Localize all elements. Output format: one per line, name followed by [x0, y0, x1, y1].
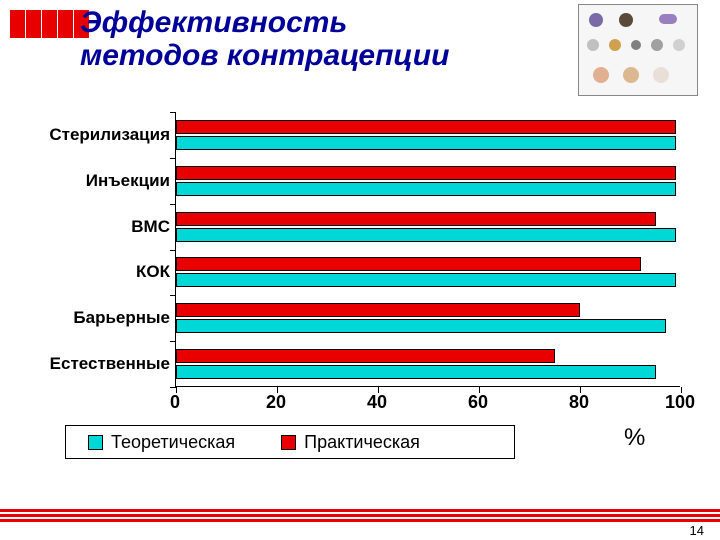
percent-symbol: %: [624, 424, 645, 452]
x-tick-label: 100: [665, 392, 695, 413]
legend: Теоретическая Практическая: [65, 425, 515, 459]
category-label: Стерилизация: [20, 125, 170, 145]
bar: [176, 365, 656, 379]
x-tick-label: 80: [569, 392, 589, 413]
bar: [176, 136, 676, 150]
bar: [176, 319, 666, 333]
category-label: Естественные: [20, 354, 170, 374]
bar: [176, 120, 676, 134]
bar: [176, 257, 641, 271]
bar: [176, 349, 555, 363]
legend-item-theoretical: Теоретическая: [88, 432, 235, 453]
chart: Стерилизация Инъекции ВМС КОК Барьерные Естес…: [20, 112, 700, 467]
page-title: Эффективность методов контрацепции: [80, 6, 449, 72]
x-tick-label: 0: [170, 392, 180, 413]
footer-lines: [0, 507, 720, 522]
bar: [176, 228, 676, 242]
x-tick-label: 20: [266, 392, 286, 413]
x-tick-label: 40: [367, 392, 387, 413]
legend-swatch-practical: [281, 435, 296, 450]
category-label: Барьерные: [20, 308, 170, 328]
category-label: Инъекции: [20, 171, 170, 191]
category-label: ВМС: [20, 217, 170, 237]
plot-area: [175, 112, 680, 387]
bar: [176, 166, 676, 180]
bar: [176, 273, 676, 287]
legend-item-practical: Практическая: [281, 432, 420, 453]
page-number: 14: [690, 523, 704, 538]
x-tick-label: 60: [468, 392, 488, 413]
bar: [176, 303, 580, 317]
title-line-2: методов контрацепции: [80, 39, 449, 72]
bar: [176, 182, 676, 196]
title-line-1: Эффективность: [80, 6, 449, 39]
legend-swatch-theoretical: [88, 435, 103, 450]
logo-blocks: [10, 10, 89, 38]
legend-label-practical: Практическая: [304, 432, 420, 453]
category-label: КОК: [20, 262, 170, 282]
pills-image: [578, 4, 698, 96]
legend-label-theoretical: Теоретическая: [111, 432, 235, 453]
bar: [176, 212, 656, 226]
